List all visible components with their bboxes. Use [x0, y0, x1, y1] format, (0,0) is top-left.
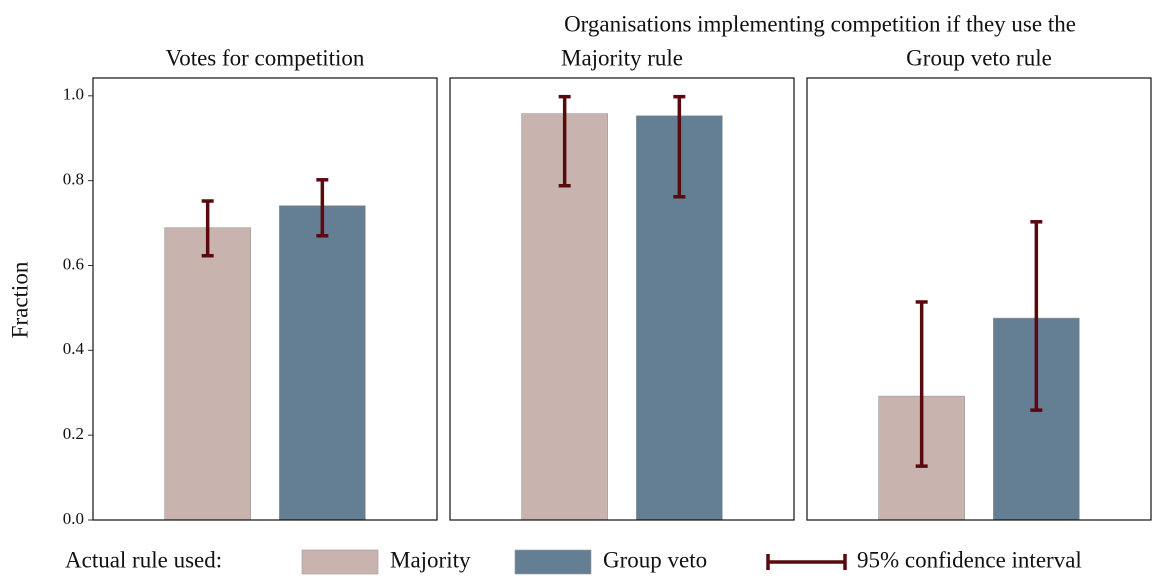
error-bar [558, 94, 571, 188]
bar [279, 205, 366, 521]
error-bar [915, 300, 928, 468]
y-tick-label: 0.2 [63, 424, 84, 443]
chart-header: Organisations implementing competition i… [564, 11, 1076, 36]
y-tick-label: 0.6 [63, 254, 84, 273]
panel-frame [806, 77, 1152, 521]
bar [164, 227, 251, 521]
panel-frame [449, 77, 795, 521]
y-tick-label: 1.0 [63, 85, 84, 104]
legend-label: Group veto [603, 547, 707, 572]
error-bar [1030, 220, 1043, 412]
error-bar [201, 199, 214, 258]
legend-swatch [301, 549, 379, 575]
panel-title: Majority rule [561, 45, 683, 70]
error-bar [673, 94, 686, 199]
legend-swatch [514, 549, 592, 575]
y-axis-label: Fraction [7, 261, 32, 338]
legend-label: Majority [390, 547, 471, 572]
y-tick-label: 0.0 [63, 509, 84, 528]
y-tick-label: 0.4 [63, 339, 85, 358]
panel-title: Votes for competition [166, 45, 365, 70]
legend-label: 95% confidence interval [857, 547, 1082, 572]
legend-title: Actual rule used: [65, 547, 222, 572]
panel-frame [92, 77, 438, 521]
panel-title: Group veto rule [906, 45, 1052, 70]
y-tick-label: 0.8 [63, 170, 84, 189]
error-bar [316, 178, 329, 238]
